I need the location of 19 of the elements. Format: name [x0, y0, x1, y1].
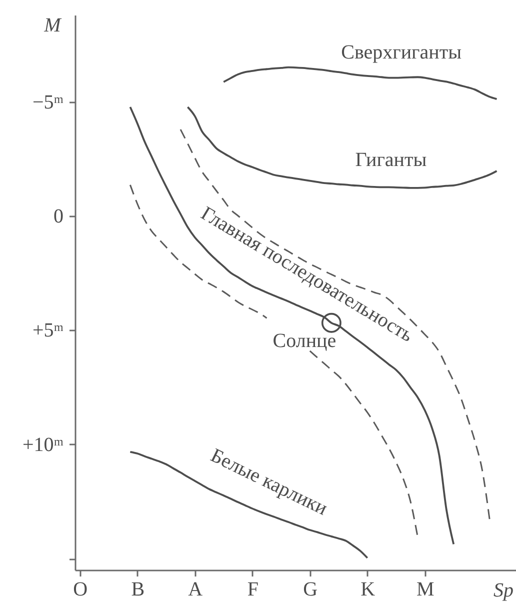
y-axis-title: M — [43, 14, 62, 36]
x-tick-label: F — [247, 578, 258, 600]
series-label: Сверхгиганты — [341, 42, 462, 64]
x-tick-label: A — [188, 578, 204, 600]
line-series — [129, 106, 455, 546]
line-series — [222, 66, 498, 100]
line-series — [186, 106, 498, 189]
x-tick-label: O — [73, 578, 88, 600]
line-series — [180, 128, 490, 520]
x-tick-label: B — [131, 578, 145, 600]
y-tick-label: +10ᵐ — [22, 434, 64, 456]
series-label: Гиганты — [355, 149, 427, 172]
y-tick-label: +5ᵐ — [32, 320, 64, 342]
x-tick-label: K — [360, 578, 376, 600]
y-tick-label: −5ᵐ — [32, 91, 64, 114]
y-tick-label: 0 — [54, 205, 64, 228]
x-tick-label: M — [416, 578, 434, 600]
x-axis-title: Sp — [494, 580, 514, 602]
x-tick-label: G — [303, 578, 318, 600]
